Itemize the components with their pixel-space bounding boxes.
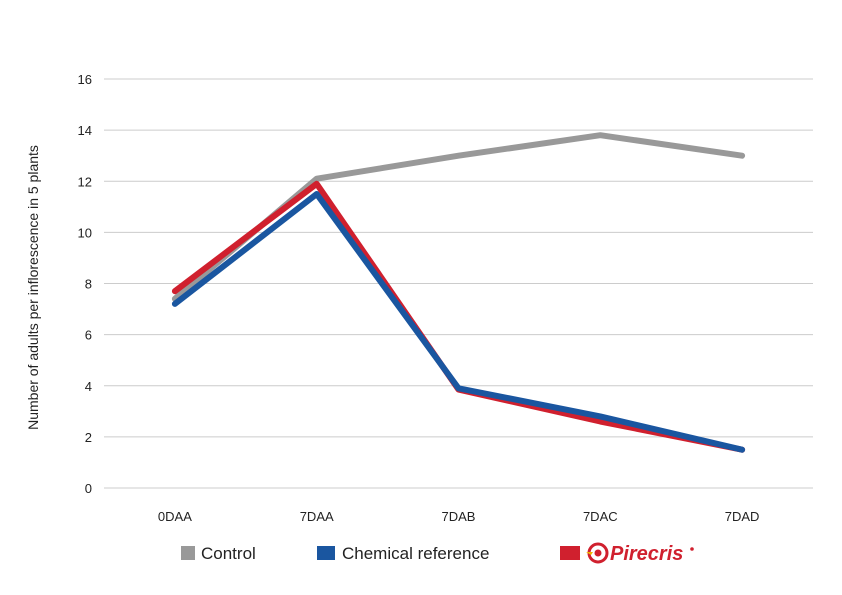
- x-tick-label: 7DAC: [583, 509, 618, 524]
- y-tick-label: 14: [78, 123, 92, 138]
- y-tick-label: 16: [78, 72, 92, 87]
- legend: Control Chemical reference Pirecris: [181, 542, 694, 565]
- data-point-chemical-reference: [741, 449, 743, 451]
- y-tick-label: 12: [78, 174, 92, 189]
- x-tick-label: 0DAA: [158, 509, 192, 524]
- series-line-control: [171, 132, 746, 302]
- series-line-pirecris: [171, 180, 746, 453]
- data-point-control: [741, 155, 743, 157]
- data-point-control: [599, 134, 601, 136]
- legend-label-chemical-reference: Chemical reference: [342, 544, 489, 563]
- legend-item-chemical-reference: Chemical reference: [317, 544, 489, 563]
- legend-swatch-control: [181, 546, 195, 560]
- data-point-chemical-reference: [316, 193, 318, 195]
- y-tick-label: 4: [85, 379, 92, 394]
- x-tick-label: 7DAB: [442, 509, 476, 524]
- y-tick-label: 6: [85, 328, 92, 343]
- data-point-pirecris: [316, 183, 318, 185]
- legend-item-control: Control: [181, 544, 256, 563]
- pirecris-logo-text: Pirecris: [610, 543, 683, 565]
- pirecris-logo: Pirecris: [586, 542, 694, 565]
- y-tick-label: 2: [85, 430, 92, 445]
- x-tick-label: 7DAD: [725, 509, 760, 524]
- y-tick-label: 10: [78, 225, 92, 240]
- data-point-pirecris: [599, 421, 601, 423]
- x-axis-ticks: 0DAA 7DAA 7DAB 7DAC 7DAD: [158, 509, 760, 524]
- pirecris-logo-bolt: [586, 552, 593, 555]
- data-point-control: [458, 155, 459, 157]
- y-tick-label: 8: [85, 277, 92, 292]
- pirecris-logo-dot: [594, 549, 602, 557]
- legend-swatch-chemical-reference: [317, 546, 335, 560]
- legend-swatch-pirecris: [560, 546, 580, 560]
- data-point-chemical-reference: [174, 303, 176, 305]
- y-axis-ticks: 0 2 4 6 8 10 12 14 16: [78, 72, 92, 496]
- data-point-chemical-reference: [458, 387, 459, 389]
- series-lines: [171, 132, 746, 453]
- registered-mark: [690, 547, 694, 551]
- gridlines: [104, 78, 813, 489]
- data-point-control: [316, 178, 318, 180]
- y-axis-title: Number of adults per inflorescence in 5 …: [25, 145, 41, 430]
- y-tick-label: 0: [85, 481, 92, 496]
- legend-label-control: Control: [201, 544, 256, 563]
- data-point-chemical-reference: [599, 415, 601, 417]
- data-point-control: [174, 298, 176, 300]
- legend-item-pirecris: Pirecris: [560, 542, 694, 565]
- x-tick-label: 7DAA: [300, 509, 334, 524]
- data-point-pirecris: [174, 290, 176, 292]
